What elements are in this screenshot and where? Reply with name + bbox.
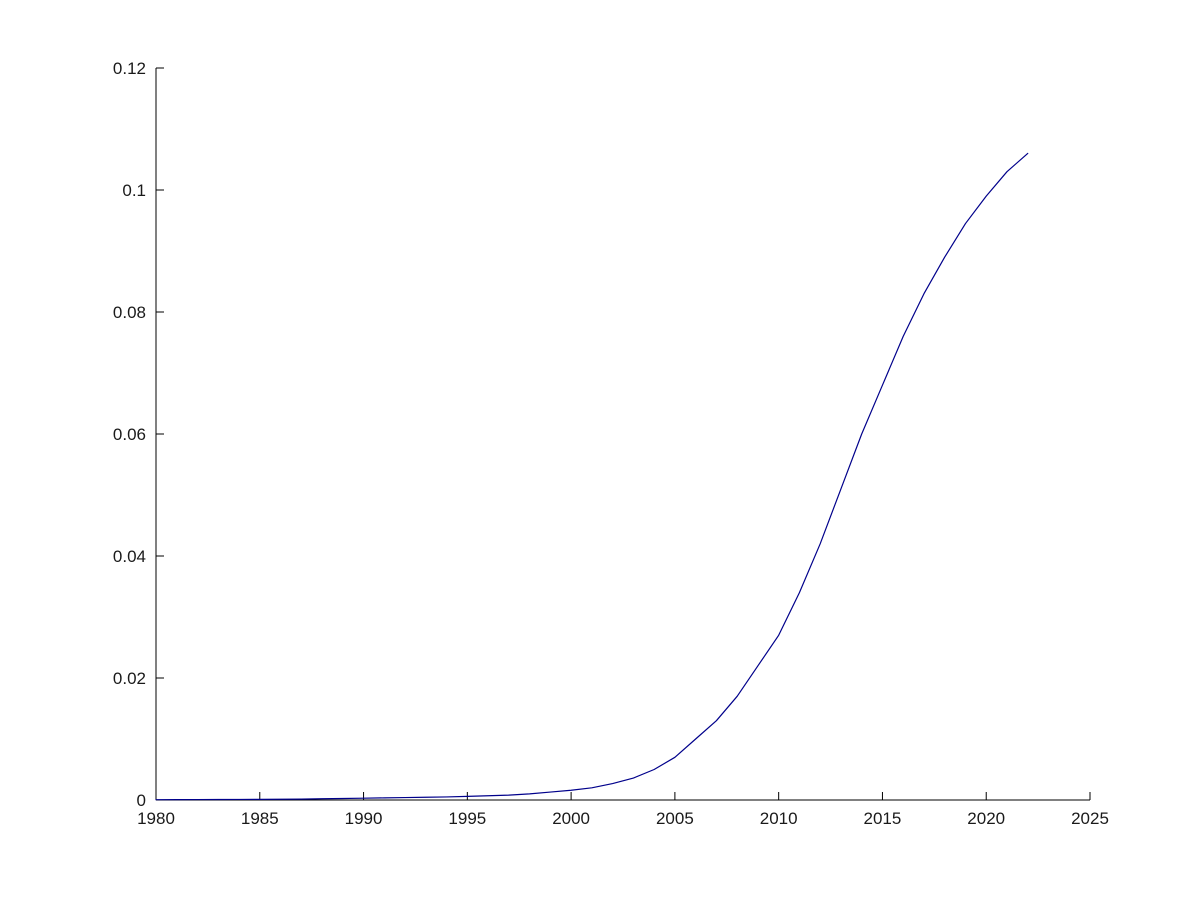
y-tick-label: 0.04 xyxy=(113,547,146,566)
x-tick-label: 2020 xyxy=(967,809,1005,828)
x-tick-label: 2010 xyxy=(760,809,798,828)
x-tick-label: 1985 xyxy=(241,809,279,828)
x-tick-label: 1995 xyxy=(448,809,486,828)
x-tick-label: 2015 xyxy=(864,809,902,828)
x-tick-label: 1980 xyxy=(137,809,175,828)
y-tick-label: 0.06 xyxy=(113,425,146,444)
x-tick-label: 2005 xyxy=(656,809,694,828)
y-tick-label: 0.02 xyxy=(113,669,146,688)
x-tick-label: 1990 xyxy=(345,809,383,828)
data-line xyxy=(155,152,1029,801)
y-tick-label: 0.08 xyxy=(113,303,146,322)
y-tick-label: 0 xyxy=(137,791,146,810)
x-tick-label: 2000 xyxy=(552,809,590,828)
y-tick-label: 0.12 xyxy=(113,59,146,78)
x-tick-label: 2025 xyxy=(1071,809,1109,828)
y-tick-label: 0.1 xyxy=(122,181,146,200)
